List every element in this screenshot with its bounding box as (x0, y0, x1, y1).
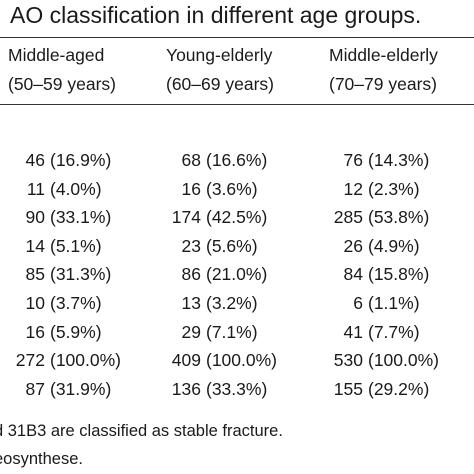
cell-count: 76 (343, 150, 363, 170)
table-cell: 87 (31.9%) (5, 375, 112, 403)
cell-count: 285 (333, 207, 363, 228)
header-rule (0, 104, 474, 105)
table-cell: 76 (14.3%) (323, 146, 430, 174)
table-cell: 41 (7.7%) (323, 318, 420, 346)
table-cell: 10 (3.7%) (5, 289, 102, 317)
table-cell: 46 (16.9%) (5, 146, 112, 174)
cell-percent: (16.9%) (50, 150, 112, 170)
cell-count: 6 (353, 293, 363, 313)
cell-count: 86 (181, 264, 201, 285)
table-cell: 13 (3.2%) (161, 289, 258, 317)
cell-percent: (4.0%) (50, 178, 102, 199)
cell-count: 29 (181, 321, 201, 342)
table-cell: 23 (5.6%) (161, 232, 258, 260)
table-cell: 26 (4.9%) (323, 232, 420, 260)
cell-percent: (31.9%) (50, 378, 112, 399)
cell-count: 41 (343, 321, 363, 342)
cell-count: 26 (343, 235, 363, 256)
table-cell: 84 (15.8%) (323, 260, 430, 288)
cell-count: 23 (181, 235, 201, 256)
cell-percent: (14.3%) (368, 150, 430, 170)
table-cell: 285 (53.8%) (323, 203, 429, 231)
cell-count: 87 (25, 378, 45, 399)
cell-percent: (4.9%) (368, 235, 420, 256)
table-cell: 409 (100.0%) (161, 346, 277, 374)
table-title: AO classification in different age group… (10, 2, 422, 28)
cell-percent: (33.3%) (206, 378, 268, 399)
cell-percent: (16.6%) (206, 150, 268, 170)
table-cell: 155 (29.2%) (323, 375, 429, 403)
cell-percent: (2.3%) (368, 178, 420, 199)
cell-percent: (5.9%) (50, 321, 102, 342)
column-header-label: Middle-aged (8, 45, 105, 65)
top-rule (0, 37, 474, 38)
table-cell: 11 (4.0%) (5, 175, 102, 203)
cell-count: 68 (181, 150, 201, 170)
cell-count: 85 (25, 264, 45, 285)
table-cell: 530 (100.0%) (323, 346, 439, 374)
cell-percent: (21.0%) (206, 264, 268, 285)
table-cell: 29 (7.1%) (161, 318, 258, 346)
table-cell: 272 (100.0%) (5, 346, 121, 374)
cell-count: 530 (333, 350, 363, 371)
cell-count: 174 (171, 207, 201, 228)
cell-percent: (7.1%) (206, 321, 258, 342)
cell-count: 409 (171, 350, 201, 371)
column-header-range: (70–79 years) (329, 74, 437, 94)
cell-percent: (100.0%) (368, 350, 440, 371)
column-header-label: Young-elderly (166, 45, 273, 65)
cell-count: 10 (25, 293, 45, 313)
table-cell: 90 (33.1%) (5, 203, 112, 231)
table-cell: 85 (31.3%) (5, 260, 112, 288)
cell-percent: (1.1%) (368, 293, 420, 313)
cell-percent: (3.7%) (50, 293, 102, 313)
cell-percent: (15.8%) (368, 264, 430, 285)
cell-percent: (42.5%) (206, 207, 268, 228)
column-header-range: (60–69 years) (166, 74, 274, 94)
table-cell: 14 (5.1%) (5, 232, 102, 260)
cell-count: 84 (343, 264, 363, 285)
footnote-line-1: d 31B3 are classified as stable fracture… (0, 422, 283, 440)
cell-count: 155 (333, 378, 363, 399)
table-cell: 16 (5.9%) (5, 318, 102, 346)
cell-percent: (100.0%) (206, 350, 278, 371)
cell-count: 272 (15, 350, 45, 371)
cell-count: 16 (181, 178, 201, 199)
cell-percent: (7.7%) (368, 321, 420, 342)
table-cell: 6 (1.1%) (323, 289, 420, 317)
cell-percent: (29.2%) (368, 378, 430, 399)
footnote-line-2: eosynthese. (0, 450, 83, 468)
table-cell: 86 (21.0%) (161, 260, 268, 288)
cell-percent: (53.8%) (368, 207, 430, 228)
table-cell: 68 (16.6%) (161, 146, 268, 174)
column-header-young-elderly: Young-elderly (60–69 years) (166, 41, 274, 99)
column-header-middle-aged: Middle-aged (50–59 years) (8, 41, 116, 99)
cell-count: 11 (26, 178, 45, 199)
cell-percent: (5.1%) (50, 235, 102, 256)
table-cell: 136 (33.3%) (161, 375, 267, 403)
column-header-label: Middle-elderly (329, 45, 438, 65)
column-header-range: (50–59 years) (8, 74, 116, 94)
cell-count: 16 (25, 321, 45, 342)
cell-percent: (33.1%) (50, 207, 112, 228)
cell-percent: (31.3%) (50, 264, 112, 285)
cell-count: 13 (181, 293, 201, 313)
cell-count: 136 (171, 378, 201, 399)
cell-percent: (3.2%) (206, 293, 258, 313)
table-cell: 12 (2.3%) (323, 175, 420, 203)
cell-percent: (5.6%) (206, 235, 258, 256)
cell-percent: (100.0%) (50, 350, 122, 371)
cell-count: 46 (25, 150, 45, 170)
cell-count: 90 (25, 207, 45, 228)
cell-percent: (3.6%) (206, 178, 258, 199)
cell-count: 12 (343, 178, 363, 199)
column-header-middle-elderly: Middle-elderly (70–79 years) (329, 41, 438, 99)
table-cell: 16 (3.6%) (161, 175, 258, 203)
cell-count: 14 (25, 235, 45, 256)
table-cell: 174 (42.5%) (161, 203, 267, 231)
